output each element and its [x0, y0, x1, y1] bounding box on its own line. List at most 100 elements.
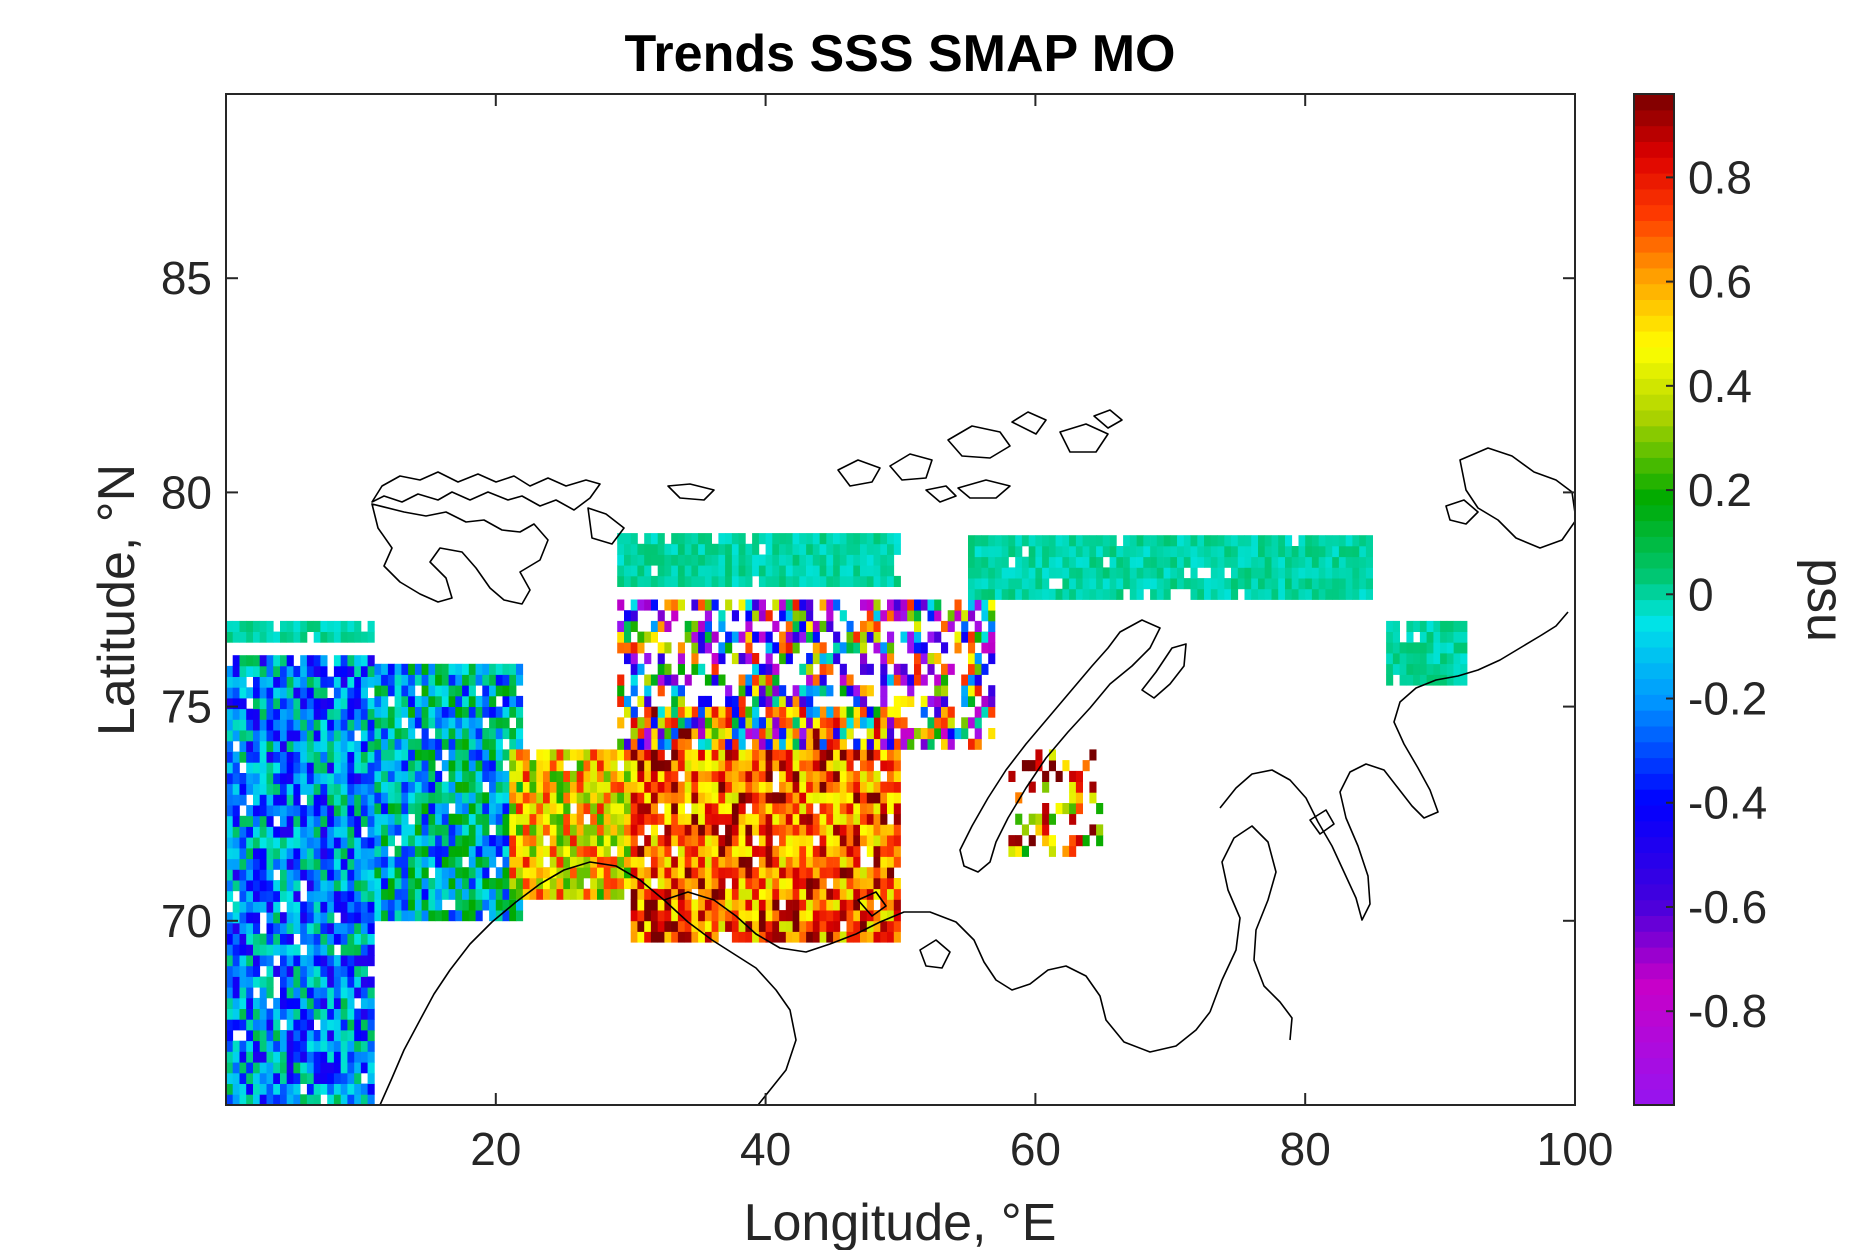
heatmap-cell	[1062, 588, 1070, 600]
heatmap-cell	[306, 805, 314, 817]
heatmap-cell	[799, 845, 807, 857]
heatmap-cell	[644, 631, 652, 643]
heatmap-cell	[536, 781, 544, 793]
heatmap-cell	[974, 620, 982, 632]
heatmap-cell	[570, 835, 578, 847]
heatmap-cell	[495, 792, 503, 804]
heatmap-cell	[806, 717, 814, 729]
heatmap-cell	[266, 687, 274, 699]
heatmap-cell	[441, 835, 449, 847]
heatmap-cell	[563, 878, 571, 890]
heatmap-cell	[1116, 578, 1124, 590]
heatmap-cell	[1426, 674, 1434, 686]
heatmap-cell	[1244, 588, 1252, 600]
heatmap-cell	[887, 533, 895, 545]
heatmap-cell	[630, 543, 638, 555]
heatmap-cell	[313, 997, 321, 1009]
heatmap-cell	[253, 773, 261, 785]
heatmap-cell	[1392, 653, 1400, 665]
heatmap-cell	[280, 751, 288, 763]
heatmap-cell	[731, 749, 739, 761]
heatmap-cell	[846, 565, 854, 577]
heatmap-cell	[239, 815, 247, 827]
heatmap-cell	[495, 835, 503, 847]
heatmap-cell	[738, 728, 746, 740]
heatmap-cell	[293, 620, 301, 632]
heatmap-cell	[792, 717, 800, 729]
heatmap-cell	[455, 824, 463, 836]
heatmap-cell	[644, 543, 652, 555]
heatmap-cell	[300, 1040, 308, 1052]
heatmap-cell	[718, 533, 726, 545]
heatmap-cell	[286, 955, 294, 967]
heatmap-cell	[360, 955, 368, 967]
heatmap-cell	[779, 835, 787, 847]
heatmap-cell	[408, 910, 416, 922]
heatmap-cell	[1008, 567, 1016, 579]
heatmap-cell	[239, 912, 247, 924]
heatmap-cell	[698, 717, 706, 729]
heatmap-cell	[1244, 578, 1252, 590]
heatmap-cell	[812, 738, 820, 750]
heatmap-cell	[704, 695, 712, 707]
heatmap-cell	[246, 762, 254, 774]
heatmap-cell	[327, 783, 335, 795]
colorbar-segment	[1634, 236, 1674, 253]
heatmap-cell	[866, 631, 874, 643]
heatmap-cell	[414, 910, 422, 922]
heatmap-cell	[246, 708, 254, 720]
heatmap-cell	[495, 706, 503, 718]
heatmap-cell	[462, 770, 470, 782]
heatmap-cell	[475, 835, 483, 847]
heatmap-cell	[853, 856, 861, 868]
heatmap-cell	[1285, 567, 1293, 579]
heatmap-cell	[792, 706, 800, 718]
heatmap-cell	[657, 792, 665, 804]
heatmap-cell	[691, 803, 699, 815]
heatmap-cell	[286, 837, 294, 849]
heatmap-cell	[273, 1030, 281, 1042]
heatmap-cell	[893, 599, 901, 611]
heatmap-cell	[644, 813, 652, 825]
heatmap-cell	[887, 910, 895, 922]
heatmap-cell	[698, 533, 706, 545]
heatmap-cell	[765, 760, 773, 772]
heatmap-cell	[846, 620, 854, 632]
heatmap-cell	[354, 944, 362, 956]
heatmap-cell	[428, 717, 436, 729]
heatmap-cell	[286, 901, 294, 913]
colorbar-segment	[1634, 378, 1674, 395]
heatmap-cell	[873, 533, 881, 545]
heatmap-cell	[758, 749, 766, 761]
colorbar-segment	[1634, 1041, 1674, 1059]
heatmap-cell	[455, 706, 463, 718]
heatmap-cell	[259, 1062, 267, 1074]
heatmap-cell	[738, 749, 746, 761]
heatmap-cell	[758, 533, 766, 545]
heatmap-cell	[246, 944, 254, 956]
heatmap-cell	[1082, 588, 1090, 600]
heatmap-cell	[522, 792, 530, 804]
heatmap-cell	[644, 920, 652, 932]
heatmap-cell	[1386, 674, 1394, 686]
heatmap-cell	[293, 1030, 301, 1042]
heatmap-cell	[300, 1030, 308, 1042]
heatmap-cell	[799, 543, 807, 555]
heatmap-cell	[711, 706, 719, 718]
heatmap-cell	[603, 845, 611, 857]
heatmap-cell	[779, 867, 787, 879]
heatmap-cell	[306, 955, 314, 967]
heatmap-cell	[866, 749, 874, 761]
heatmap-cell	[408, 856, 416, 868]
y-tick-label: 80	[161, 466, 212, 518]
heatmap-cell	[691, 554, 699, 566]
heatmap-cell	[340, 890, 348, 902]
heatmap-cell	[630, 706, 638, 718]
heatmap-cell	[617, 543, 625, 555]
heatmap-cell	[846, 674, 854, 686]
heatmap-cell	[718, 717, 726, 729]
heatmap-cell	[968, 535, 976, 547]
heatmap-cell	[873, 931, 881, 943]
heatmap-cell	[367, 794, 375, 806]
colorbar-segment	[1634, 773, 1674, 790]
